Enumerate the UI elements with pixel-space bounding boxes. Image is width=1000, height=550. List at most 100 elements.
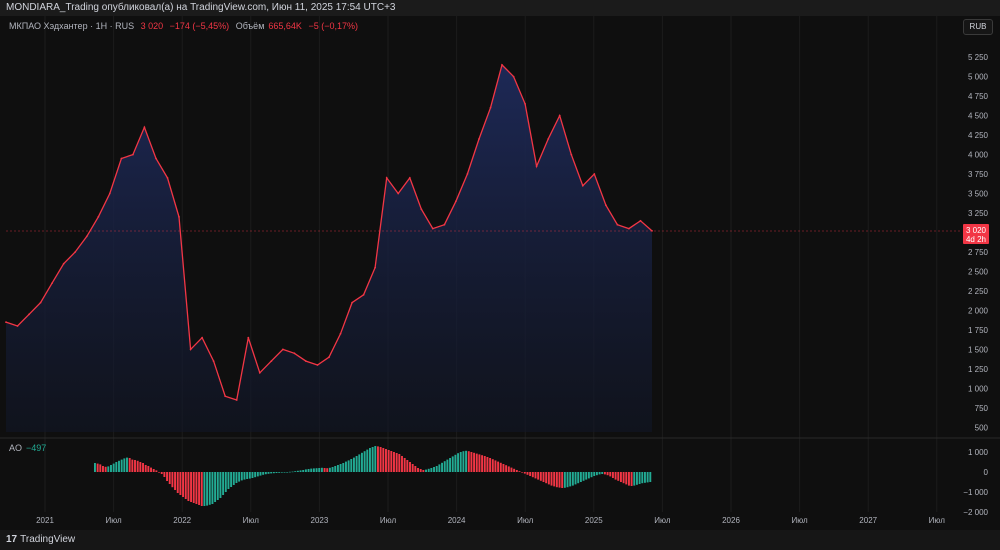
currency-button[interactable]: RUB: [963, 19, 993, 35]
ao-bar: [462, 451, 465, 472]
ao-bar: [230, 472, 233, 487]
ao-bar: [606, 472, 609, 476]
price-point: [97, 216, 100, 218]
ao-bar: [513, 468, 516, 472]
ao-bar: [537, 472, 540, 480]
price-point: [512, 75, 515, 78]
price-axis[interactable]: 5 250 5 000 4 750 4 500 4 250 4 000 3 750 3 500…: [968, 53, 989, 432]
symbol-title: МКПАО Хэдхантер · 1Н · RUS: [9, 21, 135, 31]
time-tick-label: Июл: [517, 516, 534, 525]
ao-bar: [454, 454, 457, 472]
tradingview-brand: TradingView: [20, 534, 76, 545]
ao-bar: [611, 472, 614, 478]
ao-bar: [507, 466, 510, 472]
ao-bar: [267, 472, 270, 474]
price-point: [443, 223, 446, 226]
ao-bar: [494, 460, 497, 472]
price-point: [558, 114, 561, 117]
time-axis[interactable]: 2021 Июл 2022 Июл 2023 Июл 2024 Июл 2025 Июл 2026 И…: [36, 516, 945, 525]
price-tick-label: 750: [975, 404, 989, 413]
volume-change: −5 (−0,17%): [308, 21, 358, 31]
ao-bar: [387, 450, 390, 472]
ao-bar: [553, 472, 556, 487]
price-point: [212, 360, 215, 362]
price-tag-time: 4d 2h: [966, 235, 986, 244]
price-point: [132, 153, 134, 156]
ao-bar: [270, 472, 273, 474]
ao-bar: [160, 472, 163, 474]
ao-bar: [94, 463, 96, 472]
ao-bar: [403, 458, 406, 472]
ao-bar: [409, 462, 411, 472]
price-point: [385, 177, 388, 179]
price-point: [581, 184, 584, 187]
ao-bar: [558, 472, 561, 488]
ao-bar: [168, 472, 171, 484]
ao-bar: [304, 469, 307, 472]
ao-bar: [251, 472, 254, 478]
ao-axis[interactable]: 1 000 0 −1 000 −2 000: [963, 448, 988, 517]
ao-bar: [427, 468, 430, 472]
price-point: [5, 321, 7, 323]
symbol-legend[interactable]: МКПАО Хэдхантер · 1Н · RUS 3 020 −174 (−…: [9, 21, 362, 31]
ao-bar: [182, 472, 185, 497]
price-point: [455, 200, 457, 203]
ao-bar: [222, 472, 225, 495]
ao-bar: [598, 472, 601, 475]
ao-bar: [550, 472, 553, 486]
ao-bar: [465, 450, 468, 472]
price-tick-label: 3 250: [968, 209, 989, 218]
time-tick-label: 2024: [448, 516, 466, 525]
ao-bar: [358, 454, 361, 472]
ao-bar: [134, 460, 136, 472]
ao-bar: [179, 472, 182, 495]
time-tick-label: Июл: [654, 516, 671, 525]
ao-bar: [232, 472, 235, 485]
ao-bar: [625, 472, 628, 485]
ao-bar: [374, 446, 377, 472]
price-point: [270, 360, 273, 362]
ao-bar: [545, 472, 548, 484]
ao-bar: [473, 452, 476, 472]
ao-bar: [457, 453, 460, 472]
tradingview-logo[interactable]: 17 TradingView: [6, 534, 75, 545]
ao-bar: [475, 453, 478, 472]
ao-bar: [240, 472, 243, 481]
price-point: [316, 364, 319, 366]
ao-bar: [312, 468, 315, 472]
ao-bar: [417, 468, 419, 472]
ao-legend[interactable]: AO −497: [9, 443, 46, 453]
ao-bar: [216, 472, 219, 500]
price-point: [258, 371, 261, 374]
ao-bar: [115, 462, 118, 472]
price-tick-label: 1 000: [968, 384, 989, 393]
ao-bar: [582, 472, 585, 481]
ao-bar: [497, 461, 500, 472]
ao-bar: [195, 472, 198, 504]
ao-bar: [385, 449, 387, 472]
time-tick-label: 2021: [36, 516, 54, 525]
price-points: [5, 64, 653, 401]
price-point: [224, 395, 227, 398]
ao-bar: [379, 447, 382, 472]
ao-bar: [123, 458, 126, 472]
ao-bar: [326, 468, 329, 472]
ao-bar: [395, 453, 398, 472]
price-point: [570, 153, 573, 156]
ao-bar: [499, 462, 502, 472]
ao-bar: [296, 470, 299, 472]
ao-bar: [224, 472, 227, 492]
time-tick-label: 2022: [173, 516, 191, 525]
time-tick-label: 2026: [722, 516, 740, 525]
price-tick-label: 3 750: [968, 170, 989, 179]
ao-bar: [483, 456, 486, 472]
ao-bar: [246, 472, 249, 479]
ao-bar: [393, 452, 395, 472]
price-tick-label: 3 500: [968, 190, 989, 199]
price-point: [305, 360, 307, 362]
price-point: [328, 356, 330, 359]
ao-bar: [633, 472, 636, 486]
ao-bar: [336, 465, 339, 472]
ao-bar: [433, 467, 435, 472]
